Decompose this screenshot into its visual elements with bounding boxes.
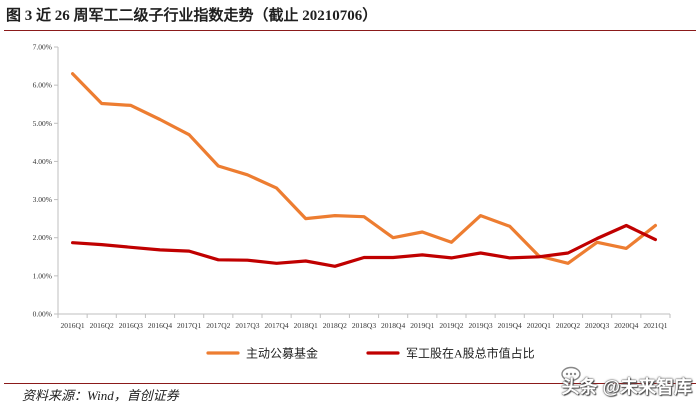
figure-title: 图 3 近 26 周军工二级子行业指数走势（截止 20210706） [6, 8, 378, 24]
source-note: 资料来源：Wind，首创证券 [22, 388, 179, 403]
y-tick-label: 0.00% [33, 310, 52, 319]
chart-axes: 0.00% 1.00% 2.00% 3.00% 4.00% 5.00% 6.00% 7.00%… [33, 43, 671, 330]
legend-label-1: 主动公募基金 [246, 346, 318, 361]
x-tick-label: 2016Q1 [60, 321, 84, 330]
y-tick-label: 7.00% [33, 43, 52, 52]
x-tick-label: 2018Q1 [294, 321, 318, 330]
x-tick-label: 2017Q1 [177, 321, 201, 330]
series-layer [70, 72, 658, 268]
series-line-2 [70, 223, 658, 268]
y-tick-label: 6.00% [33, 81, 52, 90]
x-tick-label: 2020Q2 [556, 321, 580, 330]
x-tick-label: 2020Q1 [527, 321, 551, 330]
x-tick-label: 2018Q2 [323, 321, 347, 330]
y-tick-label: 2.00% [33, 233, 52, 242]
y-tick-label: 3.00% [33, 195, 52, 204]
y-tick-label: 4.00% [33, 157, 52, 166]
legend-label-2: 军工股在A股总市值占比 [406, 346, 535, 361]
chat-bubble-icon [561, 366, 581, 384]
x-tick-label: 2017Q2 [206, 321, 230, 330]
x-tick-label: 2018Q4 [381, 321, 405, 330]
x-tick-label: 2016Q3 [119, 321, 143, 330]
chart-legend: 主动公募基金 军工股在A股总市值占比 [206, 346, 535, 361]
x-tick-label: 2018Q3 [352, 321, 376, 330]
x-tick-label: 2017Q3 [235, 321, 259, 330]
x-tick-label: 2019Q3 [468, 321, 492, 330]
x-tick-label: 2020Q4 [614, 321, 638, 330]
x-tick-label: 2021Q1 [643, 321, 667, 330]
y-tick-label: 1.00% [33, 271, 52, 280]
line-chart: 0.00% 1.00% 2.00% 3.00% 4.00% 5.00% 6.00% 7.00%… [33, 43, 671, 361]
x-tick-label: 2016Q2 [90, 321, 114, 330]
x-tick-label: 2019Q4 [498, 321, 522, 330]
x-tick-label: 2019Q1 [410, 321, 434, 330]
y-tick-label: 5.00% [33, 119, 52, 128]
x-tick-label: 2020Q3 [585, 321, 609, 330]
series-line-1 [70, 72, 658, 265]
footer-divider [4, 383, 696, 384]
title-divider [4, 30, 696, 31]
x-tick-label: 2017Q4 [264, 321, 288, 330]
x-tick-label: 2019Q2 [439, 321, 463, 330]
watermark: 头条 @未来智库 [561, 377, 692, 397]
x-tick-label: 2016Q4 [148, 321, 172, 330]
